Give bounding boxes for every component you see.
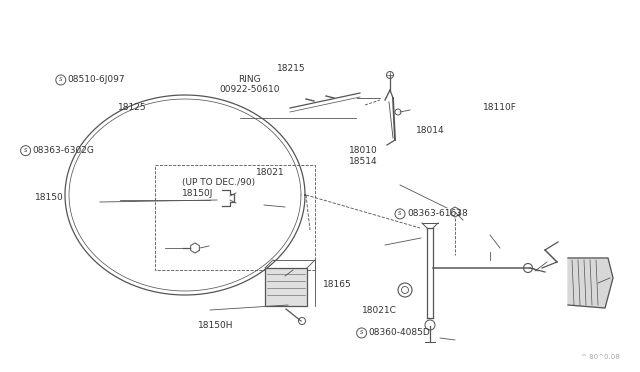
Text: 18150: 18150 bbox=[35, 193, 64, 202]
Text: RING: RING bbox=[238, 76, 261, 84]
Text: ^ 80^0.08: ^ 80^0.08 bbox=[581, 354, 620, 360]
Text: 08510-6J097: 08510-6J097 bbox=[68, 76, 125, 84]
Text: 18010: 18010 bbox=[349, 146, 378, 155]
Text: 18125: 18125 bbox=[118, 103, 147, 112]
Text: S: S bbox=[360, 330, 364, 336]
Text: 18165: 18165 bbox=[323, 280, 352, 289]
Text: 18110F: 18110F bbox=[483, 103, 517, 112]
Text: 18215: 18215 bbox=[277, 64, 305, 73]
Text: 18150J: 18150J bbox=[182, 189, 214, 198]
Text: 18014: 18014 bbox=[416, 126, 445, 135]
Text: 08363-61638: 08363-61638 bbox=[407, 209, 468, 218]
Text: 08363-6302G: 08363-6302G bbox=[33, 146, 95, 155]
Text: (UP TO DEC./90): (UP TO DEC./90) bbox=[182, 178, 255, 187]
Polygon shape bbox=[568, 258, 613, 308]
Text: S: S bbox=[59, 77, 63, 83]
Text: 18514: 18514 bbox=[349, 157, 378, 166]
Text: 18150H: 18150H bbox=[198, 321, 234, 330]
Text: S: S bbox=[398, 211, 402, 217]
Text: S: S bbox=[24, 148, 28, 153]
Bar bbox=[265, 268, 307, 306]
Text: 18021: 18021 bbox=[256, 169, 285, 177]
Text: 00922-50610: 00922-50610 bbox=[220, 85, 280, 94]
Text: 08360-4085D: 08360-4085D bbox=[369, 328, 430, 337]
Text: 18021C: 18021C bbox=[362, 306, 396, 315]
